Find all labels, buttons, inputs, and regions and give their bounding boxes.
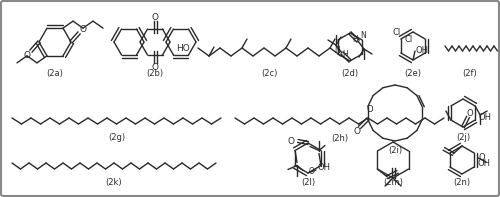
- Text: OH: OH: [478, 112, 491, 122]
- Text: OH: OH: [317, 163, 330, 172]
- Text: H: H: [352, 35, 358, 45]
- Text: (2j): (2j): [456, 134, 470, 142]
- Text: Cl: Cl: [393, 28, 401, 36]
- Text: (2n): (2n): [454, 178, 470, 188]
- Text: Cl: Cl: [405, 34, 413, 44]
- Text: (2e): (2e): [404, 69, 421, 77]
- Text: N: N: [360, 32, 366, 41]
- Text: (2m): (2m): [383, 178, 403, 188]
- Text: (2b): (2b): [146, 69, 164, 77]
- Text: O: O: [24, 50, 30, 59]
- Text: OH: OH: [477, 160, 490, 168]
- Text: HO: HO: [176, 44, 190, 52]
- Text: (2i): (2i): [388, 147, 402, 155]
- Text: O: O: [80, 24, 86, 33]
- Text: N: N: [334, 46, 340, 55]
- Text: (2k): (2k): [106, 178, 122, 188]
- Text: O: O: [466, 109, 473, 117]
- Text: O: O: [287, 137, 294, 146]
- Text: (2h): (2h): [331, 134, 348, 142]
- Text: (2l): (2l): [301, 178, 315, 188]
- Text: O: O: [152, 62, 158, 72]
- Text: H: H: [342, 49, 347, 59]
- Text: (2c): (2c): [262, 69, 278, 77]
- Text: O: O: [152, 12, 158, 21]
- Text: (2a): (2a): [46, 69, 64, 77]
- Text: (2d): (2d): [342, 69, 358, 77]
- Text: O: O: [309, 167, 315, 177]
- Text: O: O: [366, 105, 373, 114]
- Text: (2g): (2g): [108, 134, 125, 142]
- Text: OH: OH: [415, 46, 428, 55]
- Text: (2f): (2f): [462, 69, 477, 77]
- Text: O: O: [353, 127, 360, 136]
- Text: O: O: [478, 152, 484, 162]
